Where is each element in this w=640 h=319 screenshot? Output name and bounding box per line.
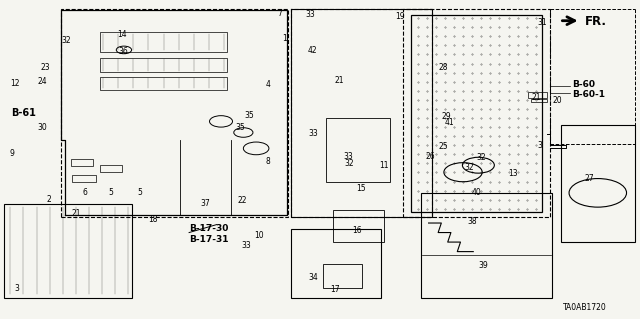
Bar [403, 9, 550, 217]
Text: 9: 9 [10, 149, 15, 158]
Text: 24: 24 [37, 77, 47, 86]
Text: 19: 19 [395, 12, 404, 21]
Text: 1: 1 [282, 34, 287, 43]
Text: 20: 20 [552, 96, 562, 105]
Text: 31: 31 [538, 19, 547, 27]
Bar [100, 165, 122, 172]
Text: 32: 32 [344, 159, 353, 168]
Text: 25: 25 [438, 142, 448, 151]
Text: 2: 2 [46, 195, 51, 204]
Text: 5: 5 [109, 188, 114, 197]
Text: 33: 33 [242, 241, 252, 250]
Text: 15: 15 [356, 184, 366, 193]
Text: B-60
B-60-1: B-60 B-60-1 [572, 80, 605, 99]
Text: 3: 3 [14, 284, 19, 293]
Text: 35: 35 [245, 111, 255, 120]
Text: 22: 22 [237, 196, 247, 205]
Bar [528, 92, 547, 98]
Text: 41: 41 [445, 117, 454, 127]
Bar [561, 124, 635, 242]
Text: 21: 21 [71, 209, 81, 218]
Text: 3: 3 [538, 141, 543, 150]
Text: B-17-30
B-17-31: B-17-30 B-17-31 [189, 225, 228, 244]
Text: 36: 36 [118, 47, 128, 56]
Text: 32: 32 [464, 163, 474, 172]
Text: 8: 8 [265, 157, 270, 166]
Text: 33: 33 [344, 152, 354, 161]
Text: 4: 4 [265, 80, 270, 89]
Bar [72, 175, 97, 182]
Text: 17: 17 [330, 285, 339, 294]
Bar [100, 77, 227, 90]
Bar [71, 159, 93, 166]
Text: 38: 38 [467, 217, 477, 226]
Text: 21: 21 [335, 76, 344, 85]
Bar [61, 9, 288, 217]
Text: 39: 39 [478, 261, 488, 271]
Text: 30: 30 [37, 123, 47, 132]
Text: 37: 37 [200, 199, 210, 208]
Text: 29: 29 [442, 112, 451, 121]
Bar [326, 118, 390, 182]
Text: FR.: FR. [585, 15, 607, 28]
Text: 35: 35 [236, 123, 245, 132]
Bar [291, 9, 432, 217]
Text: 40: 40 [472, 188, 481, 197]
Text: 6: 6 [83, 188, 88, 197]
Text: 5: 5 [138, 188, 142, 197]
Text: TA0AB1720: TA0AB1720 [563, 303, 607, 312]
Bar [333, 210, 384, 242]
Text: 26: 26 [425, 152, 435, 161]
Bar [100, 33, 227, 51]
Bar [421, 193, 552, 298]
Text: 28: 28 [438, 63, 448, 72]
Bar [412, 15, 542, 212]
Text: 11: 11 [379, 161, 388, 170]
Text: 27: 27 [584, 174, 594, 183]
Text: 21: 21 [531, 93, 541, 102]
Text: 14: 14 [117, 30, 127, 39]
Text: 32: 32 [61, 36, 70, 45]
Text: 32: 32 [477, 153, 486, 162]
Text: B-61: B-61 [12, 108, 36, 118]
Text: 18: 18 [148, 215, 157, 224]
Text: 7: 7 [277, 9, 282, 18]
Text: 34: 34 [308, 272, 319, 281]
Bar [100, 58, 227, 72]
Text: 12: 12 [10, 79, 19, 88]
Bar [531, 99, 547, 102]
Text: 33: 33 [308, 129, 319, 137]
Text: 23: 23 [40, 63, 50, 72]
Text: 13: 13 [509, 169, 518, 178]
Text: 33: 33 [305, 10, 315, 19]
Text: 42: 42 [308, 46, 317, 55]
Bar [323, 264, 362, 288]
Text: 16: 16 [352, 226, 362, 235]
Bar [291, 229, 381, 298]
Text: 10: 10 [255, 231, 264, 240]
Bar [4, 204, 132, 298]
